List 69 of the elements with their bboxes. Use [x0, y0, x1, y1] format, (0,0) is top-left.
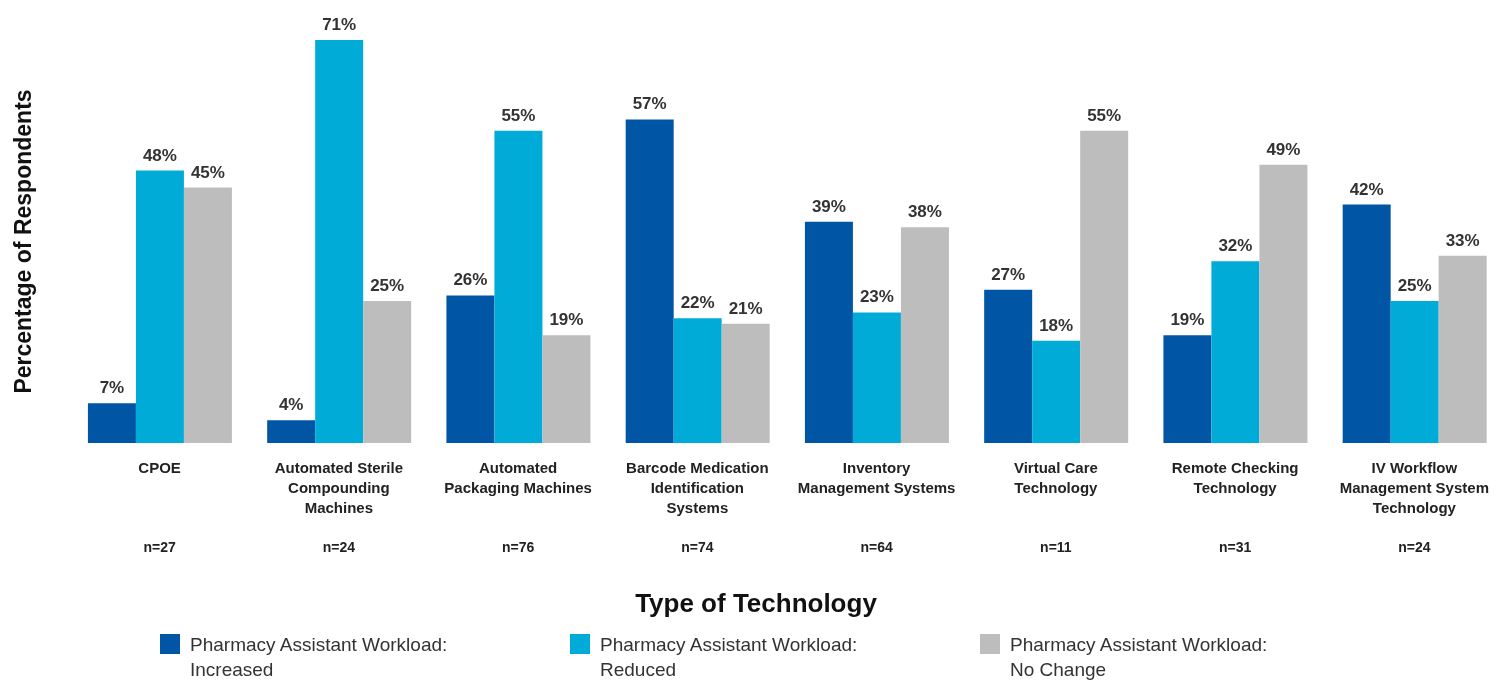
text: n=24	[322, 539, 356, 555]
data-label: 57%	[632, 94, 667, 114]
x-tick-label: Inventory Management Systems	[797, 459, 956, 496]
data-label: 39%	[811, 196, 846, 216]
bar	[1163, 335, 1212, 443]
legend-label: Pharmacy Assistant Workload: Reduced	[600, 633, 859, 681]
data-label: 25%	[1397, 276, 1432, 296]
data-label: 25%	[370, 276, 405, 296]
bar	[87, 403, 136, 443]
data-label: 26%	[453, 270, 488, 290]
data-label: 33%	[1445, 230, 1480, 250]
bar	[900, 227, 949, 443]
bar	[1211, 261, 1260, 443]
text: n=27	[143, 539, 176, 555]
bar	[673, 318, 722, 443]
text: n=74	[681, 539, 714, 555]
bar	[1032, 340, 1081, 443]
data-label: 21%	[728, 298, 763, 318]
text: n=24	[1398, 539, 1431, 555]
y-axis-title: Percentage of Respondents	[10, 89, 37, 394]
x-axis-title: Type of Technology	[634, 588, 878, 619]
text: n=11	[1040, 539, 1072, 555]
x-tick-label: Remote Checking Technology	[1171, 459, 1299, 496]
bar	[446, 295, 495, 443]
bar	[1438, 255, 1487, 443]
data-label: 42%	[1349, 179, 1384, 199]
data-label: 45%	[190, 162, 225, 182]
data-label: 71%	[322, 15, 357, 34]
bar	[804, 221, 853, 443]
data-label: 32%	[1218, 236, 1253, 256]
bar	[135, 170, 184, 443]
legend-label: Pharmacy Assistant Workload: Increased	[190, 633, 449, 681]
data-label: 48%	[142, 145, 177, 165]
bar	[721, 323, 770, 443]
data-label: 19%	[549, 310, 584, 330]
bar	[1390, 301, 1439, 443]
bar	[1259, 164, 1308, 443]
bar	[183, 187, 232, 443]
text: n=76	[501, 539, 535, 555]
x-tick-label: Automated Sterile Compounding Machines	[274, 459, 404, 516]
x-tick-label: CPOE	[138, 459, 181, 476]
data-label: 4%	[278, 395, 304, 415]
bar	[852, 312, 901, 443]
text: n=64	[860, 539, 893, 555]
bar	[1080, 130, 1129, 443]
data-label: 27%	[991, 264, 1026, 284]
data-label: 18%	[1039, 315, 1074, 335]
data-label: 22%	[680, 293, 715, 313]
data-label: 23%	[859, 287, 894, 307]
text: n=31	[1218, 539, 1252, 555]
bar	[363, 301, 412, 443]
x-tick-label: IV Workflow Management System Technology	[1339, 459, 1489, 516]
data-label: 55%	[1087, 105, 1122, 125]
data-label: 49%	[1266, 139, 1301, 159]
bar	[1342, 204, 1391, 443]
x-tick-label: Automated Packaging Machines	[444, 459, 592, 496]
bar	[494, 130, 543, 443]
x-tick-label: Virtual Care Technology	[1013, 459, 1099, 496]
bar	[315, 40, 364, 443]
data-label: 19%	[1170, 310, 1205, 330]
bar	[625, 119, 674, 443]
data-label: 38%	[907, 202, 942, 222]
data-label: 7%	[99, 378, 125, 398]
bar	[984, 289, 1033, 443]
bar	[267, 420, 316, 443]
data-label: 55%	[501, 105, 536, 125]
bar	[542, 335, 591, 443]
legend-label: Pharmacy Assistant Workload: No Change	[1010, 633, 1269, 681]
x-tick-label: Barcode Medication Identification Systems	[626, 459, 769, 516]
